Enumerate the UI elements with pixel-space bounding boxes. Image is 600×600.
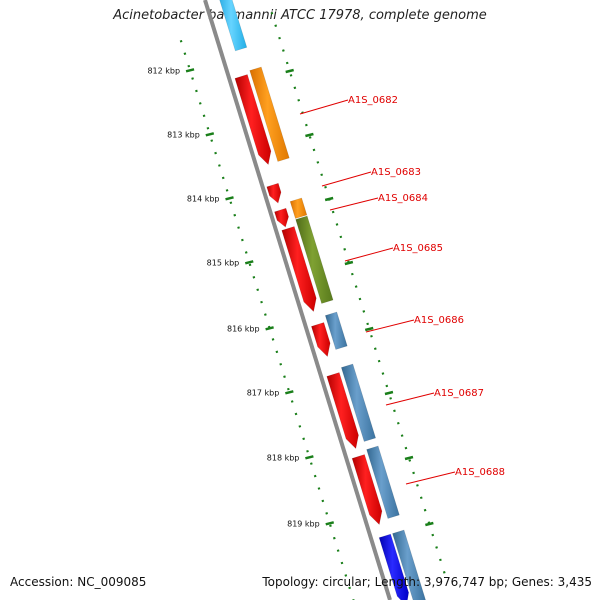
gene-label: A1S_0687 bbox=[434, 388, 484, 399]
scale-tick bbox=[265, 326, 274, 331]
feature-orange bbox=[289, 197, 308, 219]
scale-tick bbox=[425, 521, 434, 527]
scale-tick bbox=[364, 326, 374, 332]
scale-label: 817 kbp bbox=[247, 388, 280, 397]
scale-label: 819 kbp bbox=[287, 519, 320, 528]
gene-label: A1S_0688 bbox=[455, 467, 505, 478]
gene-arrow bbox=[351, 454, 383, 526]
gene-label-leader bbox=[365, 319, 415, 333]
gene-arrow bbox=[311, 322, 331, 358]
accession-text: Accession: NC_009085 bbox=[10, 575, 147, 589]
genome-backbone bbox=[203, 0, 392, 600]
gene-label-leader bbox=[385, 392, 435, 406]
gene-arrow bbox=[281, 226, 317, 313]
scale-label: 818 kbp bbox=[267, 453, 300, 462]
gene-label-leader bbox=[321, 171, 372, 187]
gene-label-leader bbox=[329, 197, 379, 211]
feature-steelblue bbox=[324, 311, 348, 350]
scale-tick bbox=[285, 390, 294, 395]
gene-label: A1S_0685 bbox=[393, 243, 443, 254]
scale-tick bbox=[305, 132, 314, 138]
scale-tick bbox=[285, 68, 294, 74]
feature-lightblue bbox=[219, 0, 248, 52]
scale-tick bbox=[185, 68, 195, 73]
gene-label: A1S_0684 bbox=[378, 193, 428, 204]
gene-arrow bbox=[234, 74, 272, 166]
feature-olive bbox=[295, 215, 334, 304]
gene-label-leader bbox=[299, 99, 349, 115]
feature-steelblue bbox=[340, 363, 376, 442]
gene-arrow bbox=[274, 207, 289, 228]
genome-summary-text: Topology: circular; Length: 3,976,747 bp… bbox=[262, 575, 592, 589]
gene-label: A1S_0683 bbox=[371, 167, 421, 178]
scale-tick bbox=[205, 132, 215, 137]
scale-tick bbox=[225, 196, 234, 201]
scale-tick bbox=[344, 260, 354, 266]
scale-label: 815 kbp bbox=[207, 258, 240, 267]
feature-orange bbox=[249, 66, 290, 162]
scale-label: 814 kbp bbox=[187, 194, 220, 203]
gene-label: A1S_0686 bbox=[414, 315, 464, 326]
scale-tick bbox=[244, 260, 254, 265]
scale-tick bbox=[324, 196, 334, 202]
scale-tick bbox=[384, 390, 394, 396]
scale-tick bbox=[325, 521, 335, 526]
feature-steelblue bbox=[366, 445, 400, 519]
scale-label: 816 kbp bbox=[227, 324, 260, 333]
scale-tick bbox=[404, 455, 414, 461]
gene-label: A1S_0682 bbox=[348, 95, 398, 106]
gene-arrow bbox=[266, 182, 282, 204]
scale-label: 813 kbp bbox=[167, 130, 200, 139]
gene-arrow bbox=[326, 372, 359, 450]
scale-tick bbox=[305, 455, 314, 460]
gene-label-leader bbox=[344, 247, 394, 262]
scale-label: 812 kbp bbox=[147, 66, 180, 75]
feature-blue bbox=[378, 533, 409, 600]
gene-label-leader bbox=[405, 471, 456, 485]
